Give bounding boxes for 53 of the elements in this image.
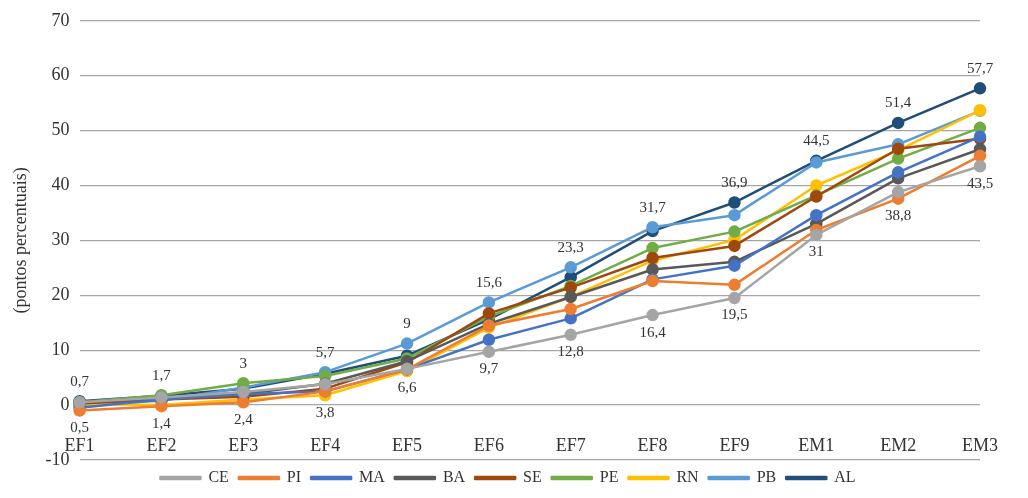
legend-label: CE [208,468,229,486]
data-label: 36,9 [721,173,748,190]
x-tick-label: EM3 [962,434,998,455]
data-label: 19,5 [721,306,748,323]
data-label: 38,8 [885,207,912,224]
data-label: 43,5 [966,174,994,191]
data-label: 1,7 [152,366,172,383]
data-label: 5,7 [315,343,336,360]
data-label: 31 [808,243,824,260]
data-label: 57,7 [966,59,994,76]
data-label: 44,5 [803,132,830,149]
y-tick-label: 40 [51,174,70,195]
legend-label: BA [442,468,466,486]
y-tick-label: 70 [51,9,70,30]
data-label: 1,4 [152,414,172,431]
data-label: 9 [403,315,411,332]
x-tick-label: EF3 [228,434,259,455]
x-tick-label: EM1 [798,434,835,455]
data-label: 23,3 [557,238,584,255]
data-label: 12,8 [557,343,584,360]
data-label: 0,5 [70,419,89,436]
legend-label: MA [359,468,386,486]
x-tick-label: EF8 [637,434,668,455]
legend-label: SE [523,468,542,486]
x-tick-label: EF5 [392,434,423,455]
x-tick-label: EF6 [473,434,504,455]
x-tick-label: EF9 [719,434,750,455]
data-label: 15,6 [475,273,503,290]
data-label: 3,8 [315,403,335,420]
data-label: 31,7 [639,198,667,215]
y-tick-label: 10 [51,338,70,359]
legend-label: PI [286,468,302,486]
y-axis-title: (pontos percentuais) [9,167,31,314]
legend-label: PB [756,468,777,486]
x-tick-label: EF7 [555,434,586,455]
legend-label: RN [676,468,700,486]
data-label: 16,4 [639,323,667,340]
legend-label: PE [599,468,619,486]
y-tick-label: 60 [51,64,70,85]
data-label: 0,7 [70,372,90,389]
x-tick-label: EF4 [310,434,341,455]
y-tick-label: 0 [60,393,70,414]
data-label: 6,6 [397,379,417,396]
data-label: 51,4 [885,94,912,111]
legend-label: AL [834,468,856,486]
data-label: 9,7 [479,360,499,377]
y-tick-label: 20 [51,284,70,305]
y-tick-label: 50 [51,119,70,140]
x-tick-label: EM2 [880,434,917,455]
data-label: 3 [239,354,248,371]
x-tick-label: EF2 [146,434,177,455]
data-label: 2,4 [233,410,254,427]
y-tick-label: 30 [51,229,70,250]
